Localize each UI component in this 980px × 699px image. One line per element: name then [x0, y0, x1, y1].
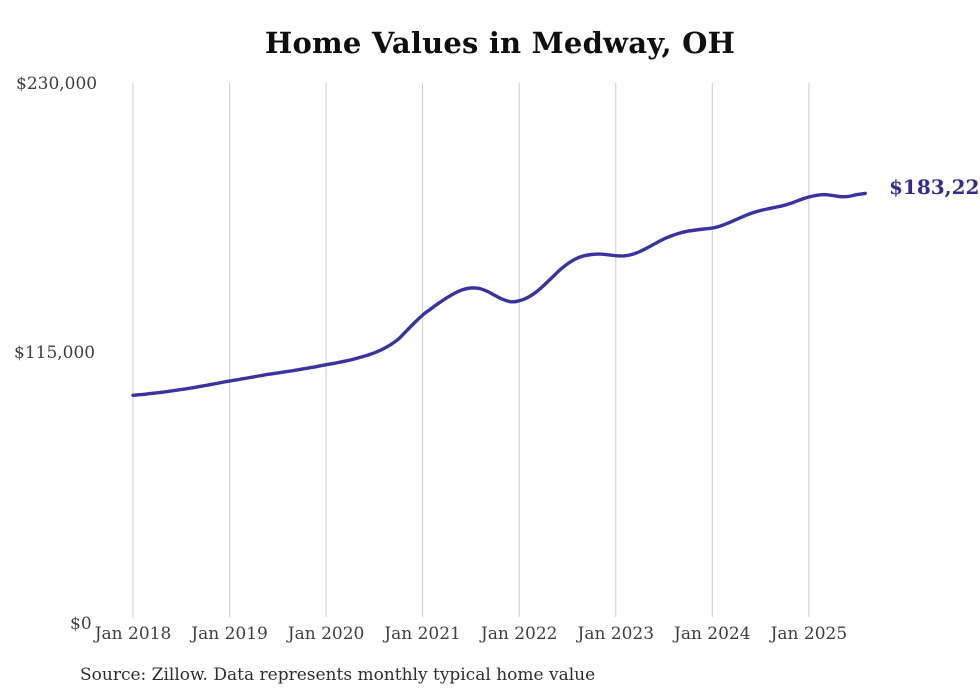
- x-tick-label: Jan 2019: [191, 624, 268, 644]
- y-tick-label-230000: $230,000: [16, 74, 98, 94]
- source-note: Source: Zillow. Data represents monthly …: [80, 665, 596, 685]
- chart-title: Home Values in Medway, OH: [264, 26, 736, 60]
- x-tick-label: Jan 2022: [480, 624, 558, 644]
- x-tick-label: Jan 2021: [384, 624, 461, 644]
- x-tick-label: Jan 2020: [287, 624, 365, 644]
- x-tick-label: Jan 2024: [674, 624, 751, 644]
- x-tick-label: Jan 2018: [94, 624, 172, 644]
- x-tick-label: Jan 2025: [770, 624, 848, 644]
- x-tick-label: Jan 2023: [577, 624, 655, 644]
- y-tick-label-115000: $115,000: [14, 343, 96, 363]
- y-tick-label-0: $0: [70, 614, 92, 634]
- current-value-label: $183,229: [889, 175, 980, 199]
- value-line: [131, 191, 867, 397]
- gridlines: [132, 83, 810, 617]
